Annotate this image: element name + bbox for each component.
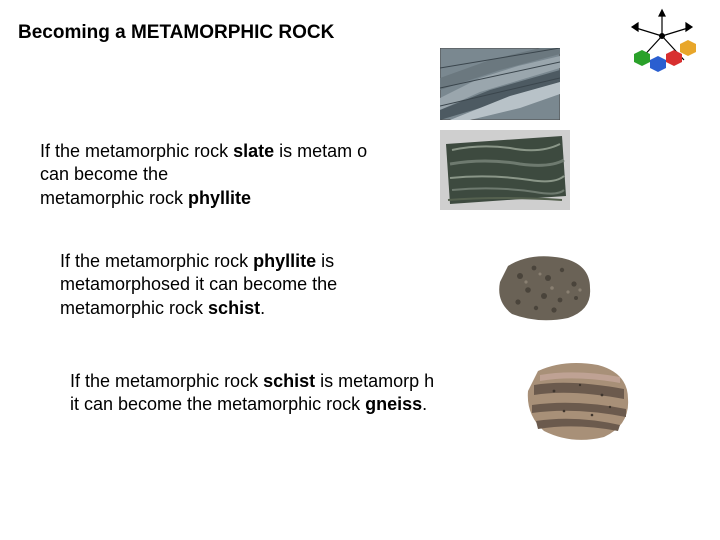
p1-l2: can become the (40, 164, 168, 184)
slide: Becoming a METAMORPHIC ROCK (0, 0, 720, 540)
p3-l2a: it can become the metamorphic rock (70, 394, 365, 414)
p3-l1b: schist (263, 371, 315, 391)
p3-l1a: If the metamorphic rock (70, 371, 263, 391)
para-slate-to-phyllite: If the metamorphic rock slate is metam o… (40, 140, 440, 210)
p1-l3a: metamorphic rock (40, 188, 188, 208)
p1-l1c: is metam o (274, 141, 367, 161)
page-title: Becoming a METAMORPHIC ROCK (18, 22, 334, 44)
p3-l2b: gneiss (365, 394, 422, 414)
phyllite-image (440, 130, 570, 210)
rock-cycle-icon (622, 8, 702, 78)
p2-l1a: If the metamorphic rock (60, 251, 253, 271)
diagram-hexagons (634, 40, 696, 72)
diagram-center (659, 33, 665, 39)
schist-image (490, 248, 600, 326)
p2-l3c: . (260, 298, 265, 318)
p2-l3b: schist (208, 298, 260, 318)
p2-l1c: is (316, 251, 334, 271)
p1-l1b: slate (233, 141, 274, 161)
p2-l3a: metamorphic rock (60, 298, 208, 318)
para-schist-to-gneiss: If the metamorphic rock schist is metamo… (70, 370, 510, 417)
p1-l3b: phyllite (188, 188, 251, 208)
para-phyllite-to-schist: If the metamorphic rock phyllite is meta… (60, 250, 460, 320)
p3-l1c: is metamorp h (315, 371, 434, 391)
gneiss-image (520, 355, 638, 445)
p1-l1a: If the metamorphic rock (40, 141, 233, 161)
p2-l1b: phyllite (253, 251, 316, 271)
slate-image (440, 48, 560, 120)
p3-l2c: . (422, 394, 427, 414)
p2-l2: metamorphosed it can become the (60, 274, 337, 294)
